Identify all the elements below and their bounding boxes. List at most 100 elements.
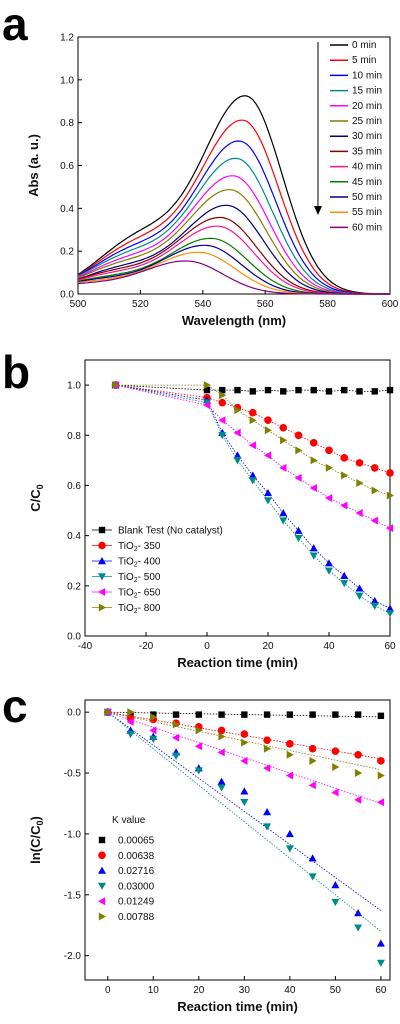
data-point [248,441,256,450]
data-point [126,730,135,739]
data-point [370,516,378,525]
y-tick-label: 0.2 [67,581,81,592]
y-axis-label-main: C/C [28,489,43,512]
data-point [150,711,157,718]
data-point [172,752,181,760]
x-axis-label: Reaction time (min) [177,999,298,1014]
legend-label-sub: 2 [134,593,138,600]
y-tick-label: 0.0 [67,632,81,643]
data-point [263,711,271,718]
y-tick-label: 0.6 [67,481,81,492]
data-point [241,711,248,718]
legend-label-6: 30 min [352,131,382,142]
data-point [308,873,317,881]
series-line-4 [115,384,391,529]
x-tick-label: 20 [193,985,205,996]
spectrum-line-9 [77,237,390,295]
x-tick-label: 40 [323,641,335,652]
data-point [355,584,364,592]
y-axis-label-sub: 0 [35,484,45,489]
y-tick-label: 0.6 [60,161,74,172]
legend-label-5: TiO2- 800 [118,603,161,615]
y-tick-label: -0.5 [64,769,82,780]
y-tick-label: 0.0 [67,708,81,719]
data-point [234,386,241,394]
legend-label-main: TiO [118,603,134,614]
data-point [309,544,318,552]
data-point [309,483,317,492]
data-point [331,898,340,907]
legend-label-1: TiO2- 350 [118,541,161,553]
data-point [264,386,272,394]
legend-label-2: TiO2- 400 [118,557,161,569]
y-tick-label: -1.0 [64,829,82,840]
legend-label-3: 15 min [352,86,382,97]
data-point [340,580,349,588]
legend-label-1: 0.00638 [118,851,155,862]
x-tick-label: 20 [262,641,274,652]
x-tick-label: 540 [194,299,211,310]
data-point [386,610,394,618]
y-tick-label: 1.2 [60,33,74,44]
data-point [264,426,272,435]
panel-label-a: a [2,0,28,50]
legend-arrow-head [314,206,322,215]
legend-label-11: 55 min [352,207,382,218]
legend-label-4: 0.01249 [118,897,155,908]
plot-frame [84,359,391,637]
data-point [241,738,249,747]
data-point [172,733,180,742]
data-point [280,436,288,445]
y-tick-label: 0.2 [60,247,74,258]
x-tick-label: 580 [319,299,336,310]
spectrum-line-1 [77,119,391,295]
data-point [355,459,364,467]
data-point [234,406,242,415]
x-tick-label: 60 [375,985,387,996]
legend-label-3: 0.03000 [118,881,155,892]
data-point [264,451,272,460]
data-point [386,524,394,533]
data-point [331,788,339,797]
y-tick-label: -2.0 [64,951,82,962]
data-point [249,416,257,425]
y-axis-label: ln(C/C0) [28,816,45,864]
data-point [264,488,272,497]
data-point [263,808,272,816]
legend-label-0: 0 min [352,40,376,51]
legend-marker-4 [98,588,106,596]
y-tick-label: 0.8 [60,118,74,129]
spectrum-line-5 [77,189,390,295]
spectrum-line-0 [77,95,390,295]
x-tick-label: -40 [78,641,93,652]
data-point [377,712,385,720]
data-point [370,596,379,605]
legend-label-rest: - 500 [138,572,161,583]
data-point [219,391,227,400]
legend-marker-2 [98,866,106,874]
x-tick-label: 60 [384,641,396,652]
data-point [279,463,287,472]
data-point [280,388,287,395]
legend-label-7: 35 min [352,146,382,157]
data-point [356,388,363,395]
legend-label-rest: - 350 [138,541,161,552]
data-point [341,386,348,394]
spectrum-line-3 [77,157,390,295]
data-point [263,764,271,773]
chart-c-log-kinetics: 0 10 20 30 40 50 60 0.0 -0.5 -1.0 -1.5 -2.0 Reaction… [28,699,391,1014]
data-point [354,795,362,804]
data-point [294,431,303,440]
data-point [354,711,362,718]
legend-marker-0 [98,836,106,844]
data-point [325,388,333,395]
fit-line-3 [107,711,382,932]
data-point [126,717,134,726]
data-point [332,762,340,771]
data-point [240,799,249,807]
legend-title: K value [112,815,146,826]
x-tick-label: 560 [257,299,274,310]
data-point [386,386,394,394]
legend-marker-2 [98,557,106,565]
legend-label-main: TiO [118,557,134,568]
